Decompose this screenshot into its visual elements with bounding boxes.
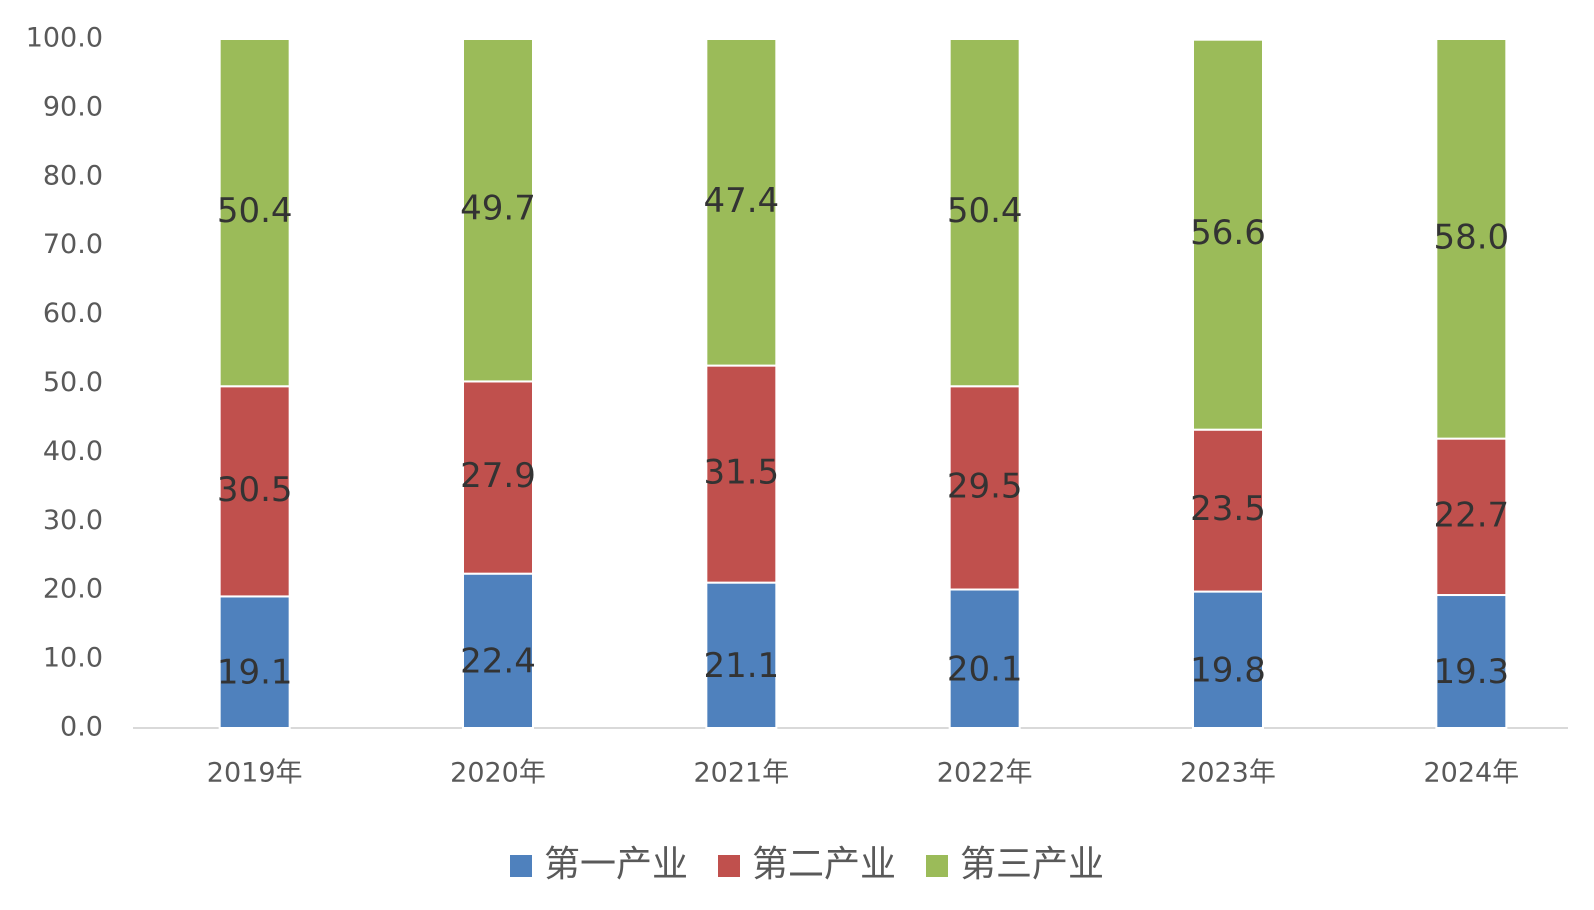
- bar-segment: [1435, 594, 1508, 730]
- data-label: 27.9: [460, 456, 536, 496]
- bar-segment: [1435, 437, 1508, 597]
- y-tick-label: 60.0: [43, 298, 103, 329]
- data-label: 47.4: [703, 181, 779, 221]
- data-label: 19.3: [1433, 652, 1509, 692]
- data-label: 21.1: [703, 646, 779, 686]
- legend-label: 第二产业: [752, 844, 896, 885]
- x-tick-label: 2019年: [207, 758, 303, 789]
- data-label: 23.5: [1190, 489, 1266, 529]
- bar-segment: [1192, 38, 1264, 431]
- y-tick-label: 0.0: [60, 712, 103, 743]
- data-label: 22.7: [1433, 495, 1509, 535]
- y-tick-label: 20.0: [43, 574, 103, 605]
- bar-segment: [705, 581, 778, 729]
- x-tick-label: 2023年: [1180, 758, 1276, 789]
- y-tick-label: 50.0: [43, 367, 103, 398]
- x-tick-label: 2020年: [450, 758, 546, 789]
- bar-segment: [1192, 590, 1264, 729]
- legend-swatch: [718, 855, 740, 877]
- x-tick-label: 2022年: [937, 758, 1033, 789]
- bar-segment: [948, 588, 1021, 729]
- y-tick-label: 100.0: [26, 23, 103, 54]
- legend-swatch: [510, 855, 532, 877]
- y-tick-label: 80.0: [43, 160, 103, 191]
- bar-segment: [705, 38, 778, 367]
- y-tick-label: 70.0: [43, 229, 103, 260]
- data-label: 30.5: [217, 470, 293, 510]
- legend-label: 第三产业: [960, 844, 1104, 885]
- bar-segment: [948, 385, 1021, 591]
- bar-segment: [218, 385, 291, 598]
- x-tick-label: 2024年: [1423, 758, 1519, 789]
- bar-segment: [218, 38, 291, 388]
- bar-segment: [1435, 38, 1508, 440]
- data-label: 29.5: [947, 466, 1023, 506]
- x-tick-label: 2021年: [693, 758, 789, 789]
- y-tick-label: 10.0: [43, 643, 103, 674]
- data-label: 50.4: [947, 191, 1023, 231]
- bar-segment: [218, 595, 291, 729]
- bar-segment: [1192, 428, 1264, 593]
- bar-segment: [462, 572, 534, 729]
- bar-segment: [462, 38, 534, 383]
- y-tick-label: 30.0: [43, 505, 103, 536]
- data-label: 19.8: [1190, 650, 1266, 690]
- data-label: 56.6: [1190, 213, 1266, 253]
- y-tick-label: 90.0: [43, 91, 103, 122]
- data-label: 20.1: [947, 649, 1023, 689]
- y-tick-label: 40.0: [43, 436, 103, 467]
- data-label: 49.7: [460, 189, 536, 229]
- legend-swatch: [926, 855, 948, 877]
- data-label: 19.1: [217, 653, 293, 693]
- data-label: 22.4: [460, 641, 536, 681]
- data-label: 31.5: [703, 453, 779, 493]
- bar-segment: [462, 380, 534, 575]
- legend-label: 第一产业: [544, 844, 688, 885]
- data-label: 58.0: [1433, 217, 1509, 257]
- bar-segment: [948, 38, 1021, 388]
- data-label: 50.4: [217, 191, 293, 231]
- bar-segment: [705, 364, 778, 584]
